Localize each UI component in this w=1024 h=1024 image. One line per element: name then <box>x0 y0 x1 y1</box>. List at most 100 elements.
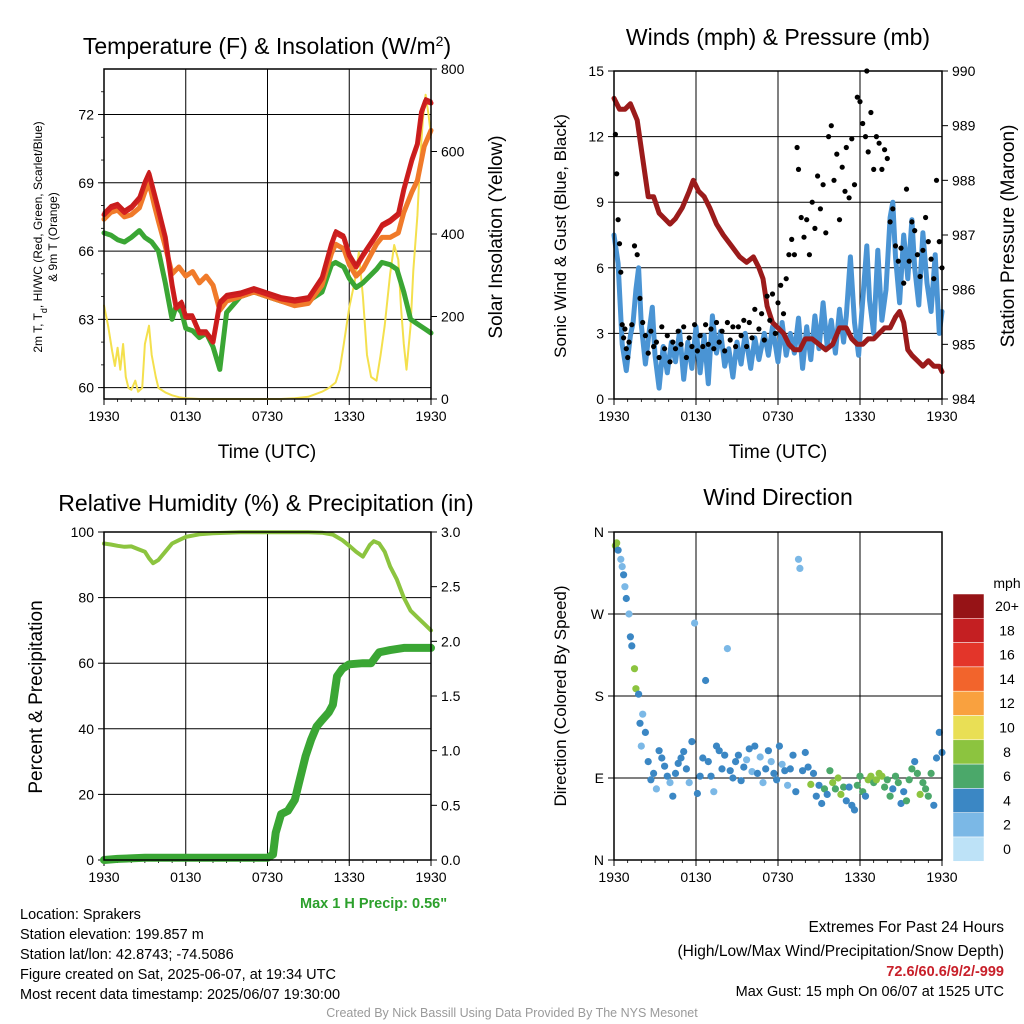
gust-point <box>890 206 896 212</box>
colorbar-label: 10 <box>999 720 1015 736</box>
gust-point <box>836 217 843 223</box>
y2-tick-label: 1.0 <box>441 743 461 759</box>
gust-point <box>672 346 679 352</box>
direction-point <box>620 571 628 579</box>
gust-point <box>906 258 912 264</box>
y-tick-label: 66 <box>78 243 94 259</box>
gust-point <box>659 324 665 330</box>
plot-frame <box>613 531 943 861</box>
gust-point <box>860 120 866 127</box>
winds-ylabel-left: Sonic Wind & Gust (Blue, Black) <box>551 114 570 358</box>
direction-point <box>829 779 837 787</box>
gust-point <box>614 171 620 177</box>
gust-point <box>876 140 882 146</box>
direction-point <box>704 758 712 766</box>
x-tick-label: 1330 <box>334 408 365 424</box>
direction-point <box>902 797 911 805</box>
direction-point <box>801 748 809 757</box>
gust-point <box>675 328 681 334</box>
series-line-precip <box>100 643 435 864</box>
direction-point <box>878 772 886 780</box>
gust-point <box>689 343 695 350</box>
direction-point <box>751 742 759 750</box>
direction-point <box>789 751 797 759</box>
gust-point <box>815 173 821 179</box>
gust-point <box>615 217 621 223</box>
y-tick-label: 15 <box>588 63 604 79</box>
winds-ylabel-right: Station Pressure (Maroon) <box>998 125 1019 348</box>
direction-point <box>617 555 625 563</box>
y-tick-label: 100 <box>71 524 95 540</box>
colorbar-label: 18 <box>999 622 1015 638</box>
extremes-block: Extremes For Past 24 Hours (High/Low/Max… <box>678 918 1005 1002</box>
direction-point <box>826 767 834 775</box>
x-tick-label: 0130 <box>680 408 711 424</box>
direction-point <box>613 539 621 547</box>
gust-point <box>828 123 834 129</box>
gust-point <box>686 335 692 341</box>
direction-point <box>618 563 626 571</box>
x-tick-label: 0730 <box>252 408 283 424</box>
gust-point <box>925 239 931 245</box>
gust-point <box>817 206 824 212</box>
y2-tick-label: 987 <box>952 227 976 243</box>
direction-point <box>743 756 751 764</box>
direction-point <box>916 790 924 799</box>
y2-tick-label: 989 <box>952 118 976 134</box>
y2-tick-label: 988 <box>952 172 976 188</box>
gust-point <box>923 214 929 221</box>
gust-point <box>820 182 826 188</box>
x-tick-label: 1330 <box>334 869 365 885</box>
gust-point <box>756 326 762 332</box>
elevation-text: Station elevation: 199.857 m <box>20 927 204 943</box>
direction-point <box>935 728 943 737</box>
y2-tick-label: 800 <box>441 61 465 77</box>
direction-point <box>845 783 853 791</box>
y2-tick-label: 0.0 <box>441 852 461 868</box>
direction-point <box>661 762 669 770</box>
y-tick-label: 0 <box>86 852 94 868</box>
gust-point <box>931 276 937 282</box>
colorbar-swatch <box>952 690 985 716</box>
direction-point <box>856 772 864 780</box>
y2-tick-label: 200 <box>441 309 465 325</box>
gust-point <box>873 134 880 140</box>
direction-point <box>674 759 682 768</box>
gust-point <box>719 328 725 334</box>
gust-point <box>631 243 638 249</box>
colorbar-label: 14 <box>999 671 1015 687</box>
x-tick-label: 1930 <box>415 408 446 424</box>
x-tick-label: 1930 <box>88 408 119 424</box>
panel-humidity: Relative Humidity (%) & Precipitation (i… <box>26 490 474 885</box>
y-tick-label: 0 <box>596 391 604 407</box>
y-tick-label: 72 <box>78 107 94 123</box>
direction-point <box>770 769 778 778</box>
gust-point <box>629 322 635 328</box>
y2-tick-label: 986 <box>952 282 976 298</box>
direction-point <box>723 645 732 653</box>
y-tick-label: N <box>594 524 604 540</box>
direction-point <box>823 790 831 799</box>
gust-point <box>741 317 747 323</box>
colorbar-label: 12 <box>999 695 1015 711</box>
gust-point <box>769 291 776 297</box>
direction-point <box>691 619 699 627</box>
direction-point <box>834 774 842 782</box>
gust-point <box>914 252 921 258</box>
station-info: Location: Sprakers Station elevation: 19… <box>20 905 340 1005</box>
x-tick-label: 0730 <box>762 869 793 885</box>
direction-point <box>831 785 840 793</box>
colorbar-label: 6 <box>1003 768 1011 784</box>
gust-point <box>637 295 643 301</box>
extremes-title: Extremes For Past 24 Hours <box>808 919 1004 936</box>
gust-point <box>834 151 840 157</box>
gust-point <box>683 354 690 361</box>
direction-point <box>799 767 807 775</box>
colorbar-swatch <box>952 715 985 741</box>
x-tick-label: 0730 <box>762 408 793 424</box>
direction-point <box>685 779 693 787</box>
direction-point <box>840 783 848 791</box>
gust-point <box>812 225 818 231</box>
